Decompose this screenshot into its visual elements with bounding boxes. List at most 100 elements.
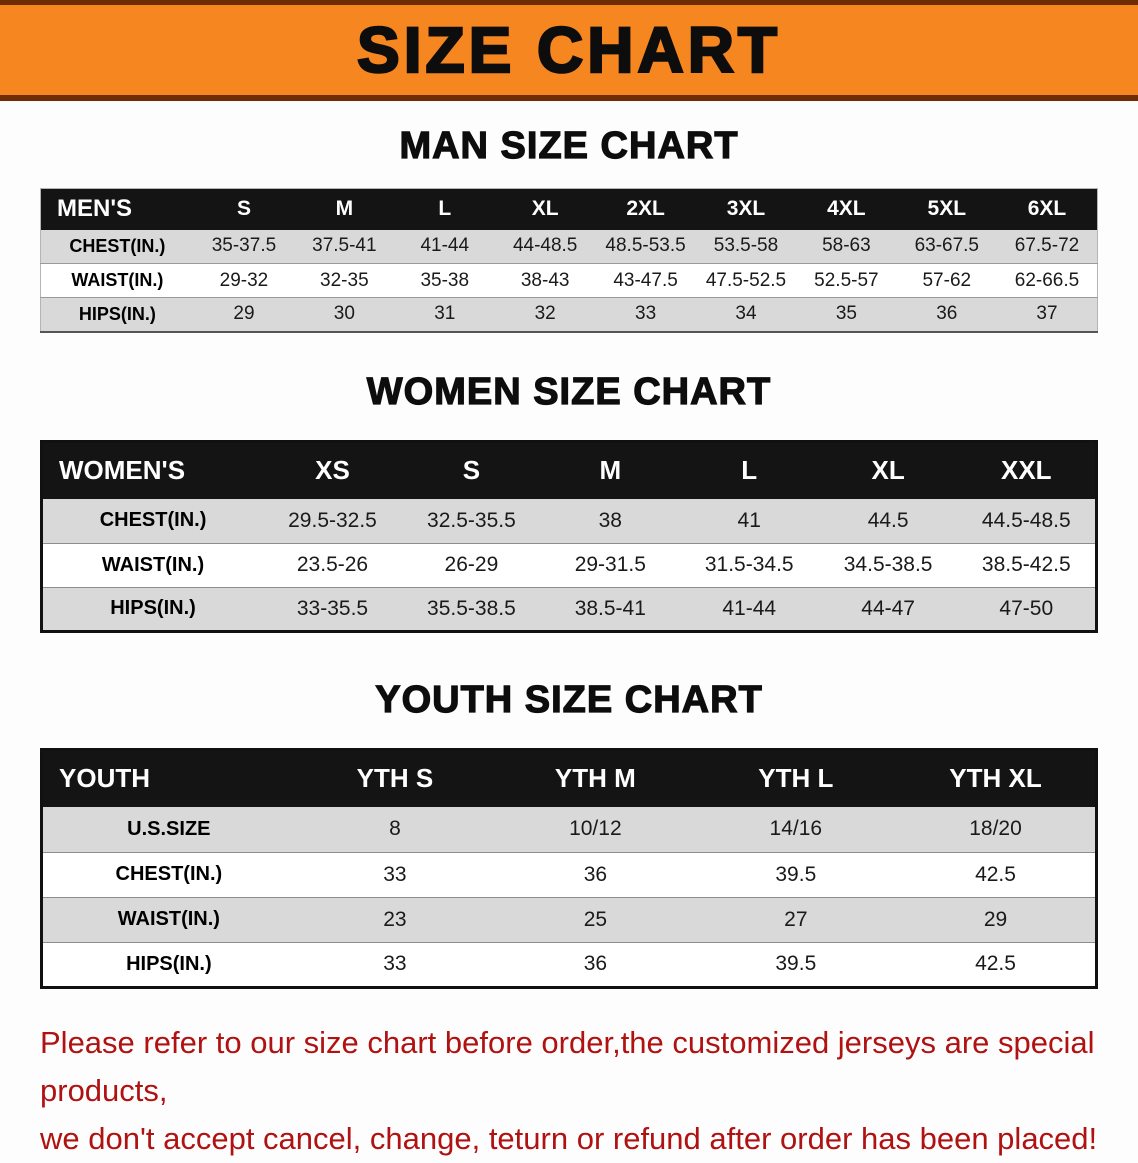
table-row: U.S.SIZE 8 10/12 14/16 18/20: [41, 807, 1097, 853]
size-value-cell: 39.5: [695, 852, 897, 898]
size-value-cell: 63-67.5: [896, 229, 997, 264]
size-value-cell: 10/12: [495, 807, 696, 853]
size-value-cell: 38.5-42.5: [957, 543, 1097, 588]
size-value-cell: 57-62: [896, 263, 997, 298]
size-header-cell: 5XL: [896, 188, 997, 230]
size-value-cell: 29-31.5: [540, 543, 680, 588]
size-value-cell: 29.5-32.5: [263, 499, 402, 544]
size-header-cell: YTH S: [294, 749, 496, 807]
men-section-heading: MAN SIZE CHART: [399, 124, 739, 167]
table-header-row: MEN'S S M L XL 2XL 3XL 4XL 5XL 6XL: [40, 188, 1098, 230]
size-value-cell: 53.5-58: [695, 229, 797, 264]
size-value-cell: 48.5-53.5: [595, 229, 696, 264]
size-value-cell: 33-35.5: [263, 587, 402, 632]
size-value-cell: 31: [394, 297, 495, 332]
table-row: WAIST(IN.) 29-32 32-35 35-38 38-43 43-47.5 47.…: [40, 263, 1098, 298]
size-value-cell: 32: [494, 297, 596, 332]
youth-size-table: YOUTH YTH S YTH M YTH L YTH XL U.S.SIZE 8 10/12…: [40, 747, 1098, 989]
size-value-cell: 38-43: [494, 263, 596, 298]
size-value-cell: 44.5: [818, 499, 958, 544]
size-value-cell: 18/20: [896, 807, 1097, 853]
banner: SIZE CHART: [0, 0, 1138, 101]
size-value-cell: 42.5: [896, 942, 1097, 988]
size-value-cell: 33: [294, 852, 496, 898]
size-value-cell: 44-47: [818, 587, 958, 632]
table-row: CHEST(IN.) 29.5-32.5 32.5-35.5 38 41 44.5 44.5…: [41, 499, 1097, 544]
row-label: WAIST(IN.): [41, 897, 295, 943]
table-row: CHEST(IN.) 35-37.5 37.5-41 41-44 44-48.5 48.5…: [40, 229, 1098, 264]
size-value-cell: 42.5: [896, 852, 1097, 898]
size-value-cell: 30: [294, 297, 395, 332]
size-value-cell: 26-29: [401, 543, 541, 588]
size-value-cell: 33: [294, 942, 496, 988]
size-value-cell: 29-32: [193, 263, 295, 298]
women-size-section: WOMEN SIZE CHART WOMEN'S XS S M L XL XXL CHEST(…: [0, 370, 1138, 633]
size-value-cell: 41: [679, 499, 819, 544]
notice-line-1: Please refer to our size chart before or…: [40, 1024, 1095, 1108]
size-value-cell: 29: [896, 897, 1097, 943]
size-header-cell: 6XL: [997, 188, 1098, 230]
row-label: CHEST(IN.): [41, 852, 295, 898]
men-size-section: MAN SIZE CHART MEN'S S M L XL 2XL 3XL 4XL 5XL 6XL…: [0, 124, 1138, 333]
size-value-cell: 43-47.5: [595, 263, 696, 298]
size-value-cell: 35-37.5: [193, 229, 295, 264]
size-value-cell: 36: [495, 942, 696, 988]
size-value-cell: 52.5-57: [796, 263, 897, 298]
size-header-cell: L: [394, 188, 495, 230]
size-value-cell: 29: [193, 297, 295, 332]
size-value-cell: 39.5: [695, 942, 897, 988]
size-value-cell: 25: [495, 897, 696, 943]
size-header-cell: 2XL: [595, 188, 696, 230]
size-value-cell: 38.5-41: [540, 587, 680, 632]
size-value-cell: 27: [695, 897, 897, 943]
size-value-cell: 44.5-48.5: [957, 499, 1097, 544]
row-label: U.S.SIZE: [41, 807, 295, 853]
size-value-cell: 23.5-26: [263, 543, 402, 588]
size-value-cell: 38: [540, 499, 680, 544]
size-value-cell: 35: [796, 297, 897, 332]
size-header-cell: S: [193, 188, 295, 230]
size-header-cell: YTH L: [695, 749, 897, 807]
size-header-cell: S: [401, 441, 541, 499]
table-title-cell: YOUTH: [41, 749, 295, 807]
size-value-cell: 34.5-38.5: [818, 543, 958, 588]
youth-size-section: YOUTH SIZE CHART YOUTH YTH S YTH M YTH L YTH…: [0, 678, 1138, 989]
size-value-cell: 36: [896, 297, 997, 332]
size-value-cell: 44-48.5: [494, 229, 596, 264]
women-section-heading: WOMEN SIZE CHART: [366, 370, 772, 413]
table-row: WAIST(IN.) 23.5-26 26-29 29-31.5 31.5-34.5 34…: [41, 543, 1097, 588]
row-label: HIPS(IN.): [41, 942, 295, 988]
row-label: CHEST(IN.): [40, 229, 194, 264]
size-header-cell: 4XL: [796, 188, 897, 230]
size-header-cell: YTH M: [495, 749, 696, 807]
size-value-cell: 47-50: [957, 587, 1097, 632]
size-value-cell: 37: [997, 297, 1098, 332]
size-value-cell: 36: [495, 852, 696, 898]
size-value-cell: 37.5-41: [294, 229, 395, 264]
size-value-cell: 41-44: [394, 229, 495, 264]
row-label: CHEST(IN.): [41, 499, 264, 544]
size-value-cell: 32-35: [294, 263, 395, 298]
size-header-cell: XXL: [957, 441, 1097, 499]
row-label: HIPS(IN.): [41, 587, 264, 632]
size-header-cell: M: [294, 188, 395, 230]
size-header-cell: XL: [494, 188, 596, 230]
size-value-cell: 34: [695, 297, 797, 332]
table-row: HIPS(IN.) 33 36 39.5 42.5: [41, 942, 1097, 988]
page-title: SIZE CHART: [356, 13, 781, 88]
notice-line-2: we don't accept cancel, change, teturn o…: [40, 1120, 1098, 1156]
size-value-cell: 62-66.5: [997, 263, 1098, 298]
order-notice: Please refer to our size chart before or…: [40, 1019, 1108, 1163]
size-value-cell: 14/16: [695, 807, 897, 853]
table-title-cell: WOMEN'S: [41, 441, 264, 499]
size-value-cell: 35.5-38.5: [401, 587, 541, 632]
table-row: WAIST(IN.) 23 25 27 29: [41, 897, 1097, 943]
men-size-table: MEN'S S M L XL 2XL 3XL 4XL 5XL 6XL CHEST(IN.) 35-37…: [40, 188, 1098, 333]
table-header-row: WOMEN'S XS S M L XL XXL: [41, 441, 1097, 499]
row-label: HIPS(IN.): [40, 297, 194, 332]
size-value-cell: 31.5-34.5: [679, 543, 819, 588]
table-title-cell: MEN'S: [40, 188, 194, 230]
youth-section-heading: YOUTH SIZE CHART: [375, 678, 763, 721]
size-header-cell: L: [679, 441, 819, 499]
table-row: CHEST(IN.) 33 36 39.5 42.5: [41, 852, 1097, 898]
